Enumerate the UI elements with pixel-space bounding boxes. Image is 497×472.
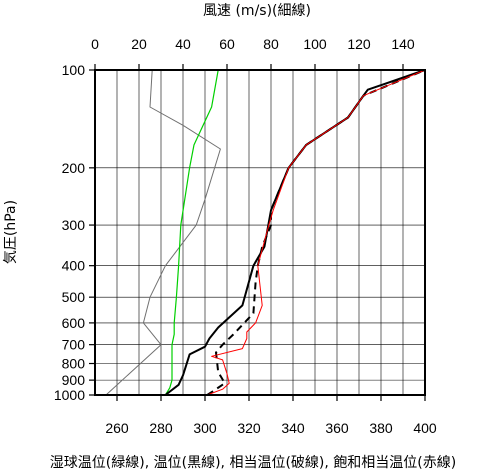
top-axis-label: 風速 (m/s)(細線) — [203, 3, 311, 19]
x-top-tick-label: 40 — [175, 36, 191, 52]
x-bottom-tick-label: 280 — [149, 420, 173, 436]
x-bottom-tick-label: 400 — [413, 420, 437, 436]
x-bottom-tick-label: 340 — [281, 420, 305, 436]
y-tick-label: 800 — [62, 356, 86, 372]
y-tick-label: 200 — [62, 160, 86, 176]
x-top-tick-label: 140 — [391, 36, 415, 52]
y-tick-label: 600 — [62, 315, 86, 331]
x-bottom-tick-label: 380 — [369, 420, 393, 436]
plot-frame — [94, 69, 426, 396]
wet-bulb-potential-temp-line — [164, 69, 219, 396]
y-axis-label: 気圧(hPa) — [3, 200, 19, 264]
x-top-tick-label: 20 — [131, 36, 147, 52]
x-top-tick-label: 60 — [219, 36, 235, 52]
saturated-equivalent-potential-temp-line — [207, 69, 426, 396]
equivalent-potential-temp-line — [206, 69, 426, 396]
y-tick-label: 300 — [62, 217, 86, 233]
bottom-axis-label: 湿球温位(緑線), 温位(黒線), 相当温位(破線), 飽和相当温位(赤線) — [50, 454, 456, 471]
grid-layer — [95, 70, 425, 395]
x-top-tick-label: 100 — [303, 36, 327, 52]
potential-temp-line — [164, 69, 426, 396]
x-top-tick-label: 80 — [263, 36, 279, 52]
series-layer — [105, 69, 426, 396]
y-tick-label: 1000 — [54, 387, 85, 403]
y-tick-label: 900 — [62, 372, 86, 388]
y-tick-label: 500 — [62, 289, 86, 305]
wind-speed-line — [105, 69, 221, 396]
x-top-tick-label: 120 — [347, 36, 371, 52]
y-tick-label: 700 — [62, 337, 86, 353]
x-bottom-tick-label: 260 — [105, 420, 129, 436]
y-tick-label: 100 — [62, 62, 86, 78]
x-top-tick-label: 0 — [91, 36, 99, 52]
x-bottom-tick-label: 360 — [325, 420, 349, 436]
x-bottom-tick-label: 300 — [193, 420, 217, 436]
x-bottom-tick-label: 320 — [237, 420, 261, 436]
y-tick-label: 400 — [62, 258, 86, 274]
